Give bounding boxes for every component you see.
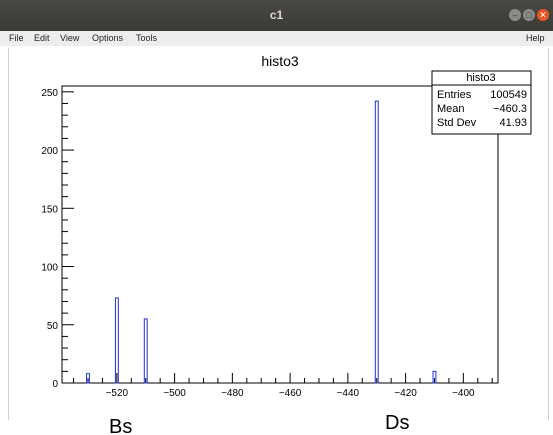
menu-tools[interactable]: Tools (136, 33, 158, 43)
menu-help[interactable]: Help (526, 33, 545, 43)
close-icon[interactable]: ✕ (537, 9, 549, 21)
histogram-bin (114, 297, 119, 384)
stats-entries-value: 100549 (490, 89, 527, 101)
histogram-bin (143, 318, 148, 384)
y-tick-label: 150 (41, 204, 58, 215)
x-tick-label: −400 (452, 388, 475, 399)
stats-stddev-label: Std Dev (437, 117, 477, 129)
minimize-icon[interactable]: – (509, 9, 521, 21)
y-tick-label: 100 (41, 263, 58, 274)
maximize-icon[interactable]: □ (523, 9, 535, 21)
menu-view[interactable]: View (60, 33, 80, 43)
window-title: c1 (269, 8, 284, 22)
histogram-bin (374, 100, 379, 384)
x-tick-label: −500 (163, 388, 186, 399)
histogram-bin (86, 373, 90, 384)
y-tick-label: 50 (47, 321, 59, 332)
stats-mean-label: Mean (437, 103, 465, 115)
stats-mean-value: −460.3 (493, 103, 527, 115)
histogram-bin (432, 370, 437, 384)
menu-bar: File Edit View Options Tools Help (0, 31, 553, 46)
annotation-bs: Bs (109, 416, 132, 435)
x-tick-label: −460 (279, 388, 302, 399)
plot-frame (61, 85, 499, 384)
menu-file[interactable]: File (9, 33, 24, 43)
y-tick-label: 0 (52, 379, 58, 390)
stats-entries-label: Entries (437, 89, 472, 101)
x-axis: −520 −500 −480 −460 −440 −420 −400 (73, 373, 493, 399)
chart-title: histo3 (261, 53, 299, 69)
x-tick-label: −480 (221, 388, 244, 399)
stats-title: histo3 (466, 72, 495, 84)
y-axis: 0 50 100 150 200 250 (41, 88, 74, 390)
histogram-bars (86, 100, 437, 384)
stats-box[interactable]: histo3 Entries 100549 Mean −460.3 Std De… (431, 70, 532, 135)
x-tick-label: −440 (337, 388, 360, 399)
y-tick-label: 250 (41, 88, 58, 99)
x-tick-label: −420 (394, 388, 417, 399)
annotation-ds: Ds (385, 412, 409, 434)
menu-edit[interactable]: Edit (34, 33, 50, 43)
x-tick-label: −520 (106, 388, 129, 399)
window-titlebar: c1 – □ ✕ (0, 0, 553, 31)
stats-stddev-value: 41.93 (499, 117, 527, 129)
canvas-frame (8, 48, 549, 420)
y-tick-label: 200 (41, 146, 58, 157)
menu-options[interactable]: Options (92, 33, 124, 43)
